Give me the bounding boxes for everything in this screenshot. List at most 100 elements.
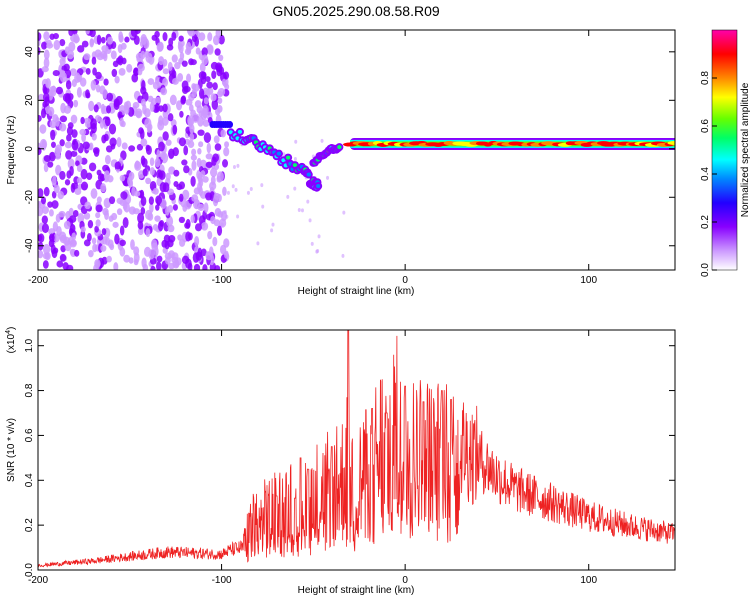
noise-blob (101, 228, 107, 236)
noise-blob (73, 99, 79, 108)
noise-blob (95, 260, 100, 269)
noise-blob (133, 35, 140, 46)
noise-blob (165, 139, 172, 146)
noise-blob (197, 129, 205, 136)
noise-blob (38, 234, 43, 242)
noise-blob (93, 104, 99, 113)
noise-blob (182, 189, 190, 200)
noise-blob (121, 57, 127, 65)
noise-blob (41, 223, 49, 234)
noise-blob (203, 202, 209, 213)
noise-blob (117, 44, 123, 54)
noise-blob (152, 224, 159, 231)
noise-blob (140, 155, 146, 166)
noise-blob (90, 79, 97, 91)
noise-blob (172, 259, 180, 269)
colorbar-tick-label: 0.2 (700, 215, 711, 229)
noise-blob (96, 196, 102, 204)
noise-blob (202, 119, 210, 127)
tail-blob (227, 121, 234, 129)
noise-blob (306, 199, 310, 204)
noise-blob (320, 138, 324, 143)
noise-blob (212, 35, 220, 46)
noise-blob (205, 76, 211, 83)
noise-blob (183, 145, 189, 156)
noise-blob (50, 141, 56, 148)
noise-blob (192, 252, 200, 263)
noise-blob (167, 61, 173, 71)
noise-blob (201, 54, 209, 66)
dip-core (337, 145, 342, 150)
noise-blob (200, 170, 206, 178)
noise-blob (48, 106, 55, 117)
noise-blob (133, 67, 140, 77)
noise-blob (56, 260, 64, 268)
noise-blob (77, 45, 85, 53)
noise-blob (90, 118, 97, 130)
noise-blob (181, 60, 188, 67)
noise-blob (271, 222, 275, 227)
noise-blob (246, 190, 250, 195)
noise-blob (154, 76, 160, 85)
noise-blob (137, 63, 145, 72)
noise-blob (286, 194, 290, 199)
noise-blob (103, 78, 109, 86)
chart-title: GN05.2025.290.08.58.R09 (272, 3, 440, 19)
noise-blob (137, 212, 145, 224)
noise-blob (43, 31, 50, 41)
top-x-tick-label: 100 (580, 275, 597, 286)
noise-blob (157, 220, 164, 232)
noise-blob (100, 103, 106, 115)
noise-blob (308, 218, 312, 223)
noise-blob (181, 255, 190, 264)
noise-blob (55, 86, 64, 95)
noise-blob (224, 141, 230, 148)
noise-blob (45, 78, 51, 89)
colorbar-gradient (711, 29, 738, 271)
noise-blob (83, 117, 91, 124)
noise-blob (69, 215, 77, 223)
noise-blob (87, 220, 94, 229)
noise-blob (168, 234, 176, 243)
noise-blob (223, 71, 230, 80)
noise-blob (68, 30, 74, 37)
noise-blob (74, 72, 81, 83)
colorbar-tick-label: 0.6 (700, 119, 711, 133)
noise-blob (183, 165, 190, 174)
noise-blob (138, 127, 144, 134)
noise-blob (52, 175, 57, 187)
noise-blob (137, 220, 144, 230)
noise-blob (155, 102, 160, 113)
noise-blob (59, 123, 67, 132)
noise-blob (128, 145, 136, 152)
noise-blob (80, 116, 85, 125)
noise-blob (38, 32, 42, 41)
noise-blob (124, 104, 130, 115)
noise-blob (95, 71, 102, 80)
noise-blob (191, 194, 199, 202)
noise-blob (198, 88, 205, 99)
noise-blob (114, 161, 122, 170)
noise-blob (51, 200, 59, 209)
noise-blob (66, 134, 72, 142)
noise-blob (210, 215, 216, 225)
noise-blob (201, 221, 209, 231)
noise-blob (194, 100, 202, 108)
noise-blob (162, 77, 169, 87)
noise-blob (260, 183, 264, 188)
descending-branch-core (237, 129, 243, 134)
noise-blob (63, 220, 71, 230)
descending-branch-core (285, 155, 291, 160)
descending-branch-core (228, 130, 233, 135)
noise-blob (236, 214, 240, 219)
noise-blob (79, 77, 87, 87)
noise-blob (209, 167, 218, 178)
noise-blob (70, 239, 77, 246)
noise-blob (86, 172, 93, 181)
noise-blob (130, 30, 138, 38)
bottom-y-tick-label: 0.2 (24, 518, 35, 532)
noise-blob (212, 236, 218, 247)
noise-blob (198, 186, 203, 197)
noise-blob (158, 170, 166, 181)
